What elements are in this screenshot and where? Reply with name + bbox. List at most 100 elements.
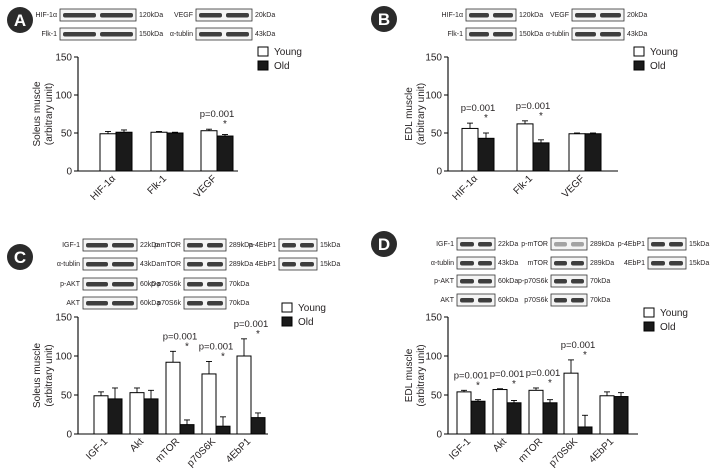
blot-size: 15kDa <box>320 261 340 268</box>
blot-band <box>554 261 567 266</box>
blot-size: 70kDa <box>229 300 249 307</box>
badge-circle <box>7 7 33 33</box>
y-tick-label: 0 <box>436 167 442 178</box>
significance-star: * <box>548 378 552 389</box>
blot-band <box>112 301 134 306</box>
significance-star: * <box>583 350 587 361</box>
blot-band <box>571 279 584 284</box>
blot-band <box>112 243 134 248</box>
bar-chart: 0 50 100 150 EDL muscle(arbitrary unit) HIF-1… <box>404 53 618 203</box>
blot-band <box>300 262 314 267</box>
x-tick-label: HIF-1α <box>451 173 481 203</box>
blot-frame <box>82 257 138 271</box>
x-tick-label: mTOR <box>517 436 545 464</box>
blot-frame <box>550 256 588 270</box>
blot-size: 43kDa <box>498 260 518 267</box>
blot-band <box>571 261 584 266</box>
bar-young <box>150 131 168 172</box>
bar-chart: 0 50 100 150 Soleus muscle(arbitrary unit) IG… <box>32 313 268 470</box>
blot-size: 70kDa <box>229 281 249 288</box>
legend-swatch-old <box>281 316 293 327</box>
blot-band <box>187 282 203 287</box>
x-tick-label: 4EbP1 <box>587 436 616 465</box>
blot-size: 150kDa <box>519 31 543 38</box>
legend: Young Old <box>257 46 302 72</box>
blot-label: mTOR <box>161 261 181 268</box>
blot-group: p-mTOR 289kDa mTOR 289kDa <box>521 237 614 270</box>
blot-band <box>575 13 596 18</box>
p-value-label: p=0.001 <box>561 340 596 351</box>
blot-band <box>199 13 222 18</box>
badge-circle <box>371 6 397 32</box>
legend-young-label: Young <box>660 308 688 319</box>
bar-chart: 0 50 100 150 EDL muscle(arbitrary unit) IGF-1… <box>404 313 638 469</box>
bar-young <box>563 372 579 435</box>
blot-size: 120kDa <box>519 12 543 19</box>
blot-label: p-4EbP1 <box>618 241 645 248</box>
y-axis-label-line: Soleus muscle <box>32 81 43 146</box>
blot-band <box>282 262 296 267</box>
bar-young <box>492 389 508 435</box>
blot-band <box>493 13 513 18</box>
blot-band <box>187 262 203 267</box>
badge-letter: B <box>378 10 390 29</box>
x-tick-label: VEGF <box>560 173 587 200</box>
bar-young <box>99 133 117 172</box>
blot-band <box>600 13 621 18</box>
bar-old <box>577 426 593 435</box>
blot-frame <box>550 293 588 307</box>
panel-badge: D <box>371 231 397 257</box>
bar-young <box>165 361 181 435</box>
blot-band <box>112 262 134 267</box>
blot-frame <box>183 238 227 252</box>
legend-old-label: Old <box>660 322 676 333</box>
y-tick-label: 150 <box>55 53 72 64</box>
legend-young-label: Young <box>650 47 678 58</box>
panel-a: A HIF-1α 120kDa Flk-1 150kDa VEGF 20kDa α-tubli… <box>7 7 302 203</box>
blot-label: VEGF <box>174 12 193 19</box>
blot-label: mTOR <box>528 260 548 267</box>
blot-frame <box>456 256 496 270</box>
blot-band <box>469 32 489 37</box>
blot-band <box>571 298 584 303</box>
x-tick-label: VEGF <box>192 173 219 200</box>
blot-frame <box>278 257 318 271</box>
blot-size: 43kDa <box>255 31 275 38</box>
blot-band <box>300 243 314 248</box>
blot-label: α-tublin <box>431 260 454 267</box>
panel-c: C IGF-1 22kDa α-tublin 43kDa p-mTOR 289kDa mTOR… <box>7 238 340 470</box>
x-tick-label: HIF-1α <box>89 173 119 203</box>
bar-old <box>179 424 195 435</box>
y-axis-label: EDL muscle(arbitrary unit) <box>404 83 427 145</box>
blot-size: 43kDa <box>627 31 647 38</box>
blot-group: IGF-1 22kDa α-tublin 43kDa <box>431 237 518 270</box>
y-tick-label: 0 <box>66 430 72 441</box>
blot-label: p-AKT <box>434 278 455 285</box>
blot-group: p-mTOR 289kDa mTOR 289kDa <box>154 238 253 271</box>
y-tick-label: 50 <box>61 391 73 402</box>
blot-size: 15kDa <box>689 260 709 267</box>
blot-frame <box>183 277 227 291</box>
blot-label: p70S6k <box>524 297 548 304</box>
legend-swatch-young <box>281 302 293 313</box>
blot-label: IGF-1 <box>62 242 80 249</box>
x-tick-label: Flk-1 <box>146 173 170 197</box>
legend-swatch-old <box>643 321 655 332</box>
panel-badge: A <box>7 7 33 33</box>
legend-old-label: Old <box>650 61 666 72</box>
blot-label: Flk-1 <box>41 31 57 38</box>
significance-star: * <box>256 329 260 340</box>
blot-band <box>554 298 567 303</box>
p-value-label: p=0.001 <box>454 370 489 381</box>
panel-d: D IGF-1 22kDa α-tublin 43kDa p-mTOR 289kDa mTOR… <box>371 231 709 469</box>
y-tick-label: 50 <box>61 129 73 140</box>
significance-star: * <box>223 119 227 130</box>
blot-size: 20kDa <box>255 12 275 19</box>
p-value-label: p=0.001 <box>526 368 561 379</box>
blot-size: 15kDa <box>689 241 709 248</box>
badge-circle <box>7 244 33 270</box>
bar-young <box>461 127 479 172</box>
blot-frame <box>571 8 625 22</box>
y-axis-label-line: Soleus muscle <box>32 343 43 408</box>
blot-band <box>207 282 223 287</box>
